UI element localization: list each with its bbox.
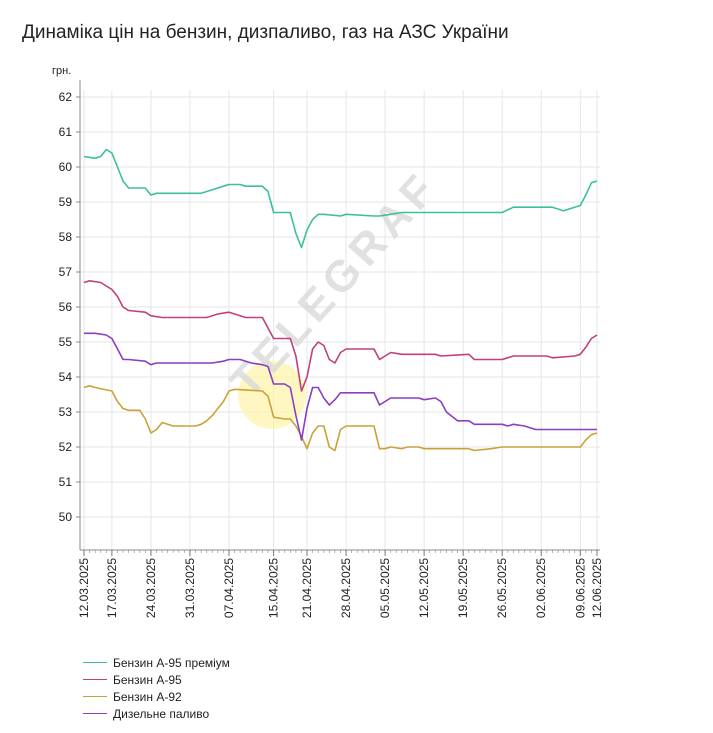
- y-axis-unit: грн.: [52, 65, 71, 77]
- legend-label: Бензин А-95 преміум: [113, 655, 230, 670]
- y-tick-label: 54: [59, 370, 73, 384]
- legend-swatch: [83, 696, 107, 697]
- y-tick-label: 62: [59, 90, 73, 104]
- x-tick-label: 21.04.2025: [300, 558, 314, 618]
- legend-label: Дизельне паливо: [113, 706, 210, 721]
- legend-swatch: [83, 662, 107, 663]
- y-tick-label: 60: [59, 160, 73, 174]
- y-tick-label: 50: [59, 510, 73, 524]
- series-line-1: [83, 148, 598, 249]
- legend-label: Бензин А-95: [113, 672, 182, 687]
- y-tick-label: 61: [59, 125, 73, 139]
- grid-lines: [80, 90, 600, 550]
- x-tick-label: 17.03.2025: [105, 558, 119, 618]
- watermark-text: TELEGRAF: [221, 162, 448, 407]
- y-tick-label: 56: [59, 300, 73, 314]
- legend-label: Бензин А-92: [113, 689, 182, 704]
- y-tick-label: 52: [59, 440, 73, 454]
- x-tick-label: 12.03.2025: [77, 558, 91, 618]
- x-tick-label: 19.05.2025: [456, 558, 470, 618]
- series-line-3: [83, 384, 598, 452]
- legend-item: Бензин А-95: [83, 671, 230, 688]
- x-tick-label: 09.06.2025: [573, 558, 587, 618]
- legend-item: Бензин А-92: [83, 688, 230, 705]
- chart-title: Динаміка цін на бензин, дизпаливо, газ н…: [22, 22, 509, 43]
- y-tick-label: 53: [59, 405, 73, 419]
- legend: Бензин А-95 преміум Бензин А-95 Бензин А-9…: [83, 654, 230, 722]
- x-tick-label: 05.05.2025: [378, 558, 392, 618]
- x-tick-label: 31.03.2025: [183, 558, 197, 618]
- legend-item: Бензин А-95 преміум: [83, 654, 230, 671]
- axes: [79, 80, 600, 551]
- x-tick-label: 07.04.2025: [222, 558, 236, 618]
- x-axis-ticks: 12.03.2025 17.03.2025 24.03.2025 31.03.2025…: [77, 550, 604, 618]
- y-tick-label: 55: [59, 335, 73, 349]
- x-tick-label: 15.04.2025: [267, 558, 281, 618]
- y-tick-label: 59: [59, 195, 73, 209]
- watermark-logo-circle: [238, 361, 306, 429]
- x-tick-label: 12.05.2025: [417, 558, 431, 618]
- legend-item: Дизельне паливо: [83, 705, 230, 722]
- series-line-4: [84, 332, 597, 441]
- x-tick-label: 28.04.2025: [339, 558, 353, 618]
- y-tick-label: 51: [59, 475, 73, 489]
- series-line-2: [83, 279, 598, 392]
- x-tick-label: 02.06.2025: [534, 558, 548, 618]
- y-tick-label: 58: [59, 230, 73, 244]
- x-tick-label: 24.03.2025: [144, 558, 158, 618]
- legend-swatch: [83, 713, 107, 714]
- y-tick-label: 57: [59, 265, 73, 279]
- x-tick-label: 12.06.2025: [590, 558, 604, 618]
- series-lines: [83, 148, 598, 452]
- x-tick-label: 26.05.2025: [495, 558, 509, 618]
- legend-swatch: [83, 679, 107, 680]
- y-axis-ticks: 50 51 52 53 54 55 56 57 58 59 60 61 62: [59, 90, 80, 524]
